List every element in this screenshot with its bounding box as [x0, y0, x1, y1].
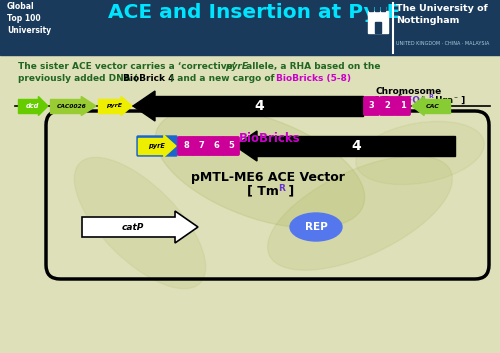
Polygon shape: [38, 96, 48, 115]
Ellipse shape: [268, 156, 452, 270]
Text: previously added DNA (: previously added DNA (: [18, 74, 138, 83]
Bar: [369, 5, 373, 11]
Ellipse shape: [290, 213, 342, 241]
Text: Global
Top 100
University: Global Top 100 University: [7, 2, 51, 35]
Bar: [0, 55, 500, 353]
Text: S: S: [398, 94, 402, 99]
Text: ]: ]: [284, 185, 294, 197]
Polygon shape: [82, 211, 198, 243]
Bar: [18, 99, 38, 113]
Text: pMTL-ME6 ACE Vector: pMTL-ME6 ACE Vector: [191, 172, 345, 185]
Bar: [381, 5, 385, 11]
Bar: [257, 136, 455, 156]
Text: CAC: CAC: [426, 103, 440, 108]
Ellipse shape: [155, 108, 365, 228]
Text: CAC0026: CAC0026: [57, 103, 87, 108]
Polygon shape: [82, 96, 96, 115]
Bar: [0, 0, 500, 55]
Bar: [368, 11, 388, 33]
Bar: [155, 96, 363, 116]
Text: 1: 1: [400, 102, 406, 110]
FancyBboxPatch shape: [223, 137, 239, 155]
Text: BioBricks: BioBricks: [239, 132, 301, 145]
Text: pyrE: pyrE: [106, 103, 122, 108]
Polygon shape: [121, 96, 132, 115]
Text: 2: 2: [384, 102, 390, 110]
Text: 6: 6: [213, 142, 219, 150]
FancyBboxPatch shape: [364, 97, 379, 115]
Polygon shape: [412, 96, 424, 115]
Text: 8: 8: [183, 142, 189, 150]
FancyBboxPatch shape: [178, 137, 194, 155]
Text: allele, a RHA based on the: allele, a RHA based on the: [243, 62, 380, 71]
Polygon shape: [133, 91, 155, 121]
Text: pyrE: pyrE: [225, 62, 248, 71]
Text: The sister ACE vector carries a ‘corrective’: The sister ACE vector carries a ‘correct…: [18, 62, 240, 71]
Text: 7: 7: [198, 142, 204, 150]
Text: REP: REP: [304, 222, 328, 232]
Text: 5: 5: [228, 142, 234, 150]
Text: BioBricks (5-8): BioBricks (5-8): [276, 74, 351, 83]
Text: Chromosome: Chromosome: [375, 87, 442, 96]
Text: [ Tm: [ Tm: [375, 96, 398, 105]
Text: ⁻: ⁻: [453, 94, 457, 103]
Bar: [375, 5, 379, 11]
Text: ACE and Insertion at PyrE: ACE and Insertion at PyrE: [108, 3, 401, 22]
Ellipse shape: [356, 121, 484, 185]
Text: ) and a new cargo of: ) and a new cargo of: [170, 74, 278, 83]
Text: 3: 3: [368, 102, 374, 110]
FancyBboxPatch shape: [193, 137, 209, 155]
Text: dcd: dcd: [26, 103, 39, 109]
Text: pyrE: pyrE: [148, 143, 164, 149]
FancyBboxPatch shape: [395, 97, 410, 115]
Text: Ura: Ura: [432, 96, 453, 105]
Text: BioBrick 4: BioBrick 4: [123, 74, 174, 83]
Bar: [138, 138, 164, 154]
Polygon shape: [235, 131, 257, 161]
Text: 4: 4: [254, 99, 264, 113]
Text: [ Tm: [ Tm: [247, 185, 279, 197]
Bar: [375, 22, 381, 33]
FancyBboxPatch shape: [137, 136, 177, 156]
FancyBboxPatch shape: [380, 97, 395, 115]
Text: R: R: [278, 184, 285, 193]
Ellipse shape: [74, 157, 206, 289]
Bar: [98, 99, 121, 113]
Polygon shape: [164, 135, 176, 157]
Text: R: R: [428, 94, 433, 99]
Bar: [424, 99, 450, 113]
FancyBboxPatch shape: [208, 137, 224, 155]
Text: FOA: FOA: [403, 96, 427, 105]
Text: The University of
Nottingham: The University of Nottingham: [396, 4, 488, 25]
Bar: [50, 99, 82, 113]
Text: catP: catP: [122, 222, 144, 232]
Text: 4: 4: [351, 139, 361, 153]
Text: UNITED KINGDOM · CHINA · MALAYSIA: UNITED KINGDOM · CHINA · MALAYSIA: [396, 41, 490, 46]
Text: ]: ]: [458, 96, 465, 105]
